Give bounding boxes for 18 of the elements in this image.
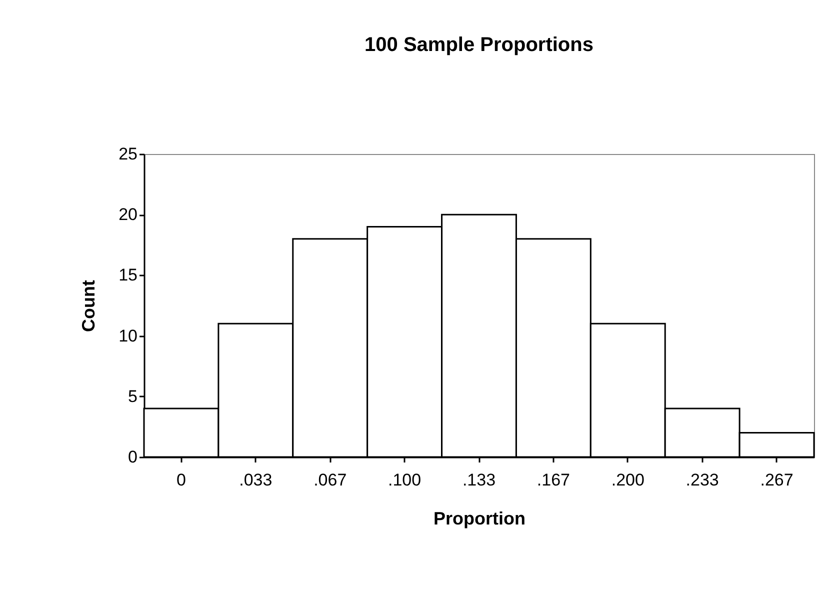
x-tick-label: .200 (611, 470, 644, 490)
y-tick-label: 0 (128, 448, 138, 466)
y-axis-title: Count (78, 280, 99, 332)
y-tick-label: 20 (118, 205, 138, 224)
x-tick-label: .133 (462, 470, 496, 490)
x-tick-label: 0 (176, 470, 186, 490)
chart-title: 100 Sample Proportions (364, 34, 594, 56)
x-tick-label: .067 (314, 470, 347, 490)
x-tick-label: .167 (536, 470, 570, 490)
y-tick-label: 25 (118, 144, 138, 164)
y-tick-label: 5 (128, 386, 138, 406)
y-tick-label: 10 (118, 326, 138, 346)
x-tick-label: .100 (388, 470, 422, 490)
x-tick-label: .267 (760, 470, 794, 490)
x-tick-label: .233 (686, 470, 719, 490)
x-axis-title: Proportion (434, 508, 526, 528)
x-tick-label: .033 (239, 470, 272, 490)
y-tick-label: 15 (118, 266, 138, 285)
